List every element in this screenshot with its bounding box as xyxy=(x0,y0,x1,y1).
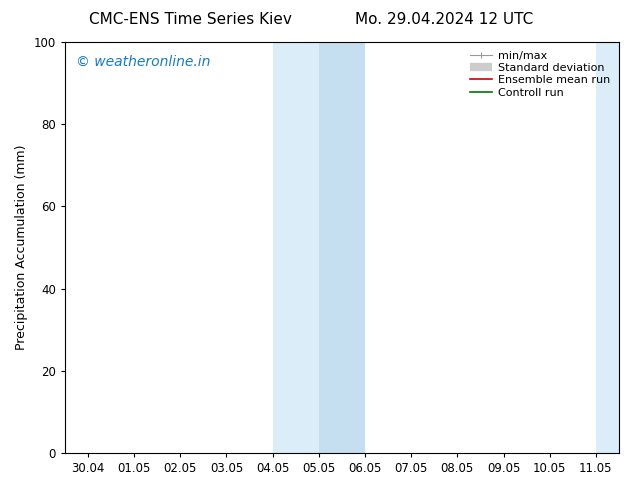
Text: Mo. 29.04.2024 12 UTC: Mo. 29.04.2024 12 UTC xyxy=(354,12,533,27)
Text: CMC-ENS Time Series Kiev: CMC-ENS Time Series Kiev xyxy=(89,12,292,27)
Bar xyxy=(273,42,365,453)
Bar xyxy=(319,42,365,453)
Bar xyxy=(619,42,634,453)
Legend: min/max, Standard deviation, Ensemble mean run, Controll run: min/max, Standard deviation, Ensemble me… xyxy=(467,48,614,101)
Y-axis label: Precipitation Accumulation (mm): Precipitation Accumulation (mm) xyxy=(15,145,28,350)
Text: © weatheronline.in: © weatheronline.in xyxy=(76,54,210,69)
Bar xyxy=(596,42,634,453)
